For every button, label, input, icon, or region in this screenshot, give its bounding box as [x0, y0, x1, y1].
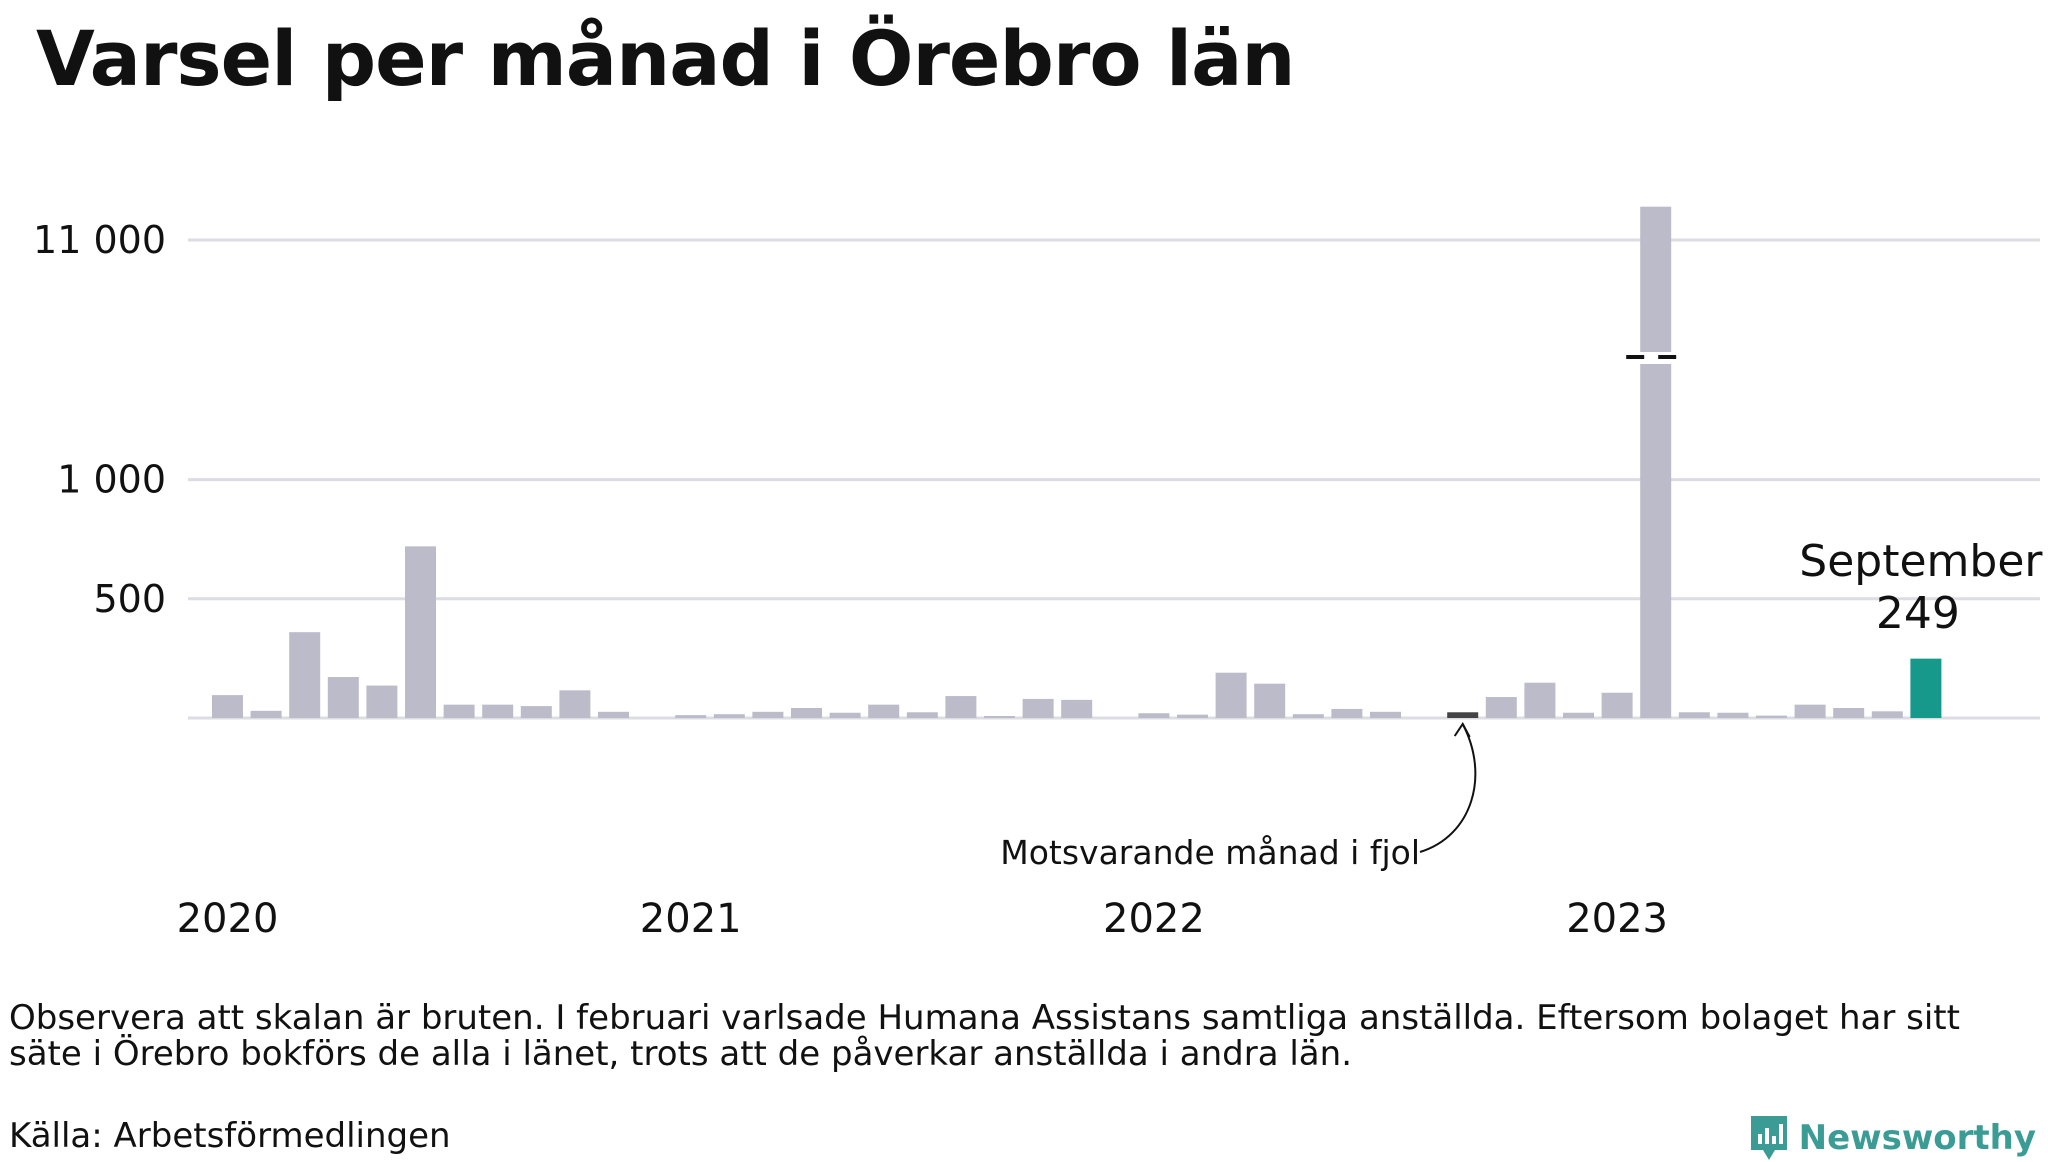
bar — [752, 711, 784, 718]
bar — [1485, 697, 1517, 718]
chart-source: Källa: Arbetsförmedlingen — [9, 1116, 451, 1156]
bar — [1678, 712, 1710, 718]
bar — [1640, 206, 1672, 718]
bar — [791, 707, 822, 718]
bar — [713, 714, 745, 718]
y-tick-label: 500 — [93, 577, 166, 621]
y-tick-label: 1 000 — [57, 458, 166, 502]
bar — [1871, 711, 1903, 718]
y-tick-label: 11 000 — [33, 218, 166, 262]
comparison-annotation-label: Motsvarande månad i fjol — [1000, 833, 1420, 872]
bar — [250, 710, 282, 718]
bar — [405, 546, 436, 718]
bar — [327, 676, 359, 718]
bar — [1717, 712, 1749, 718]
highlight-bar — [1910, 658, 1942, 718]
bar — [1254, 683, 1286, 718]
x-year-label: 2021 — [640, 896, 742, 942]
bar — [675, 715, 707, 718]
bar — [1563, 712, 1594, 718]
chart-title: Varsel per månad i Örebro län — [36, 14, 1295, 103]
bar — [829, 712, 861, 718]
brand-name: Newsworthy — [1798, 1118, 2036, 1158]
bar — [1524, 682, 1556, 718]
bar — [443, 704, 475, 718]
highlight-month-label: September — [1799, 536, 2043, 587]
annotation-arrow-head — [1453, 722, 1471, 738]
bar — [520, 706, 552, 718]
bar — [1331, 708, 1363, 718]
bar — [984, 716, 1015, 718]
x-year-label: 2023 — [1566, 896, 1668, 942]
bar — [598, 711, 629, 718]
newsworthy-brand: Newsworthy — [1749, 1114, 2036, 1162]
bar — [289, 632, 321, 718]
bar — [1794, 704, 1826, 718]
bar — [1756, 715, 1787, 718]
bar — [1370, 711, 1401, 718]
bar — [1601, 692, 1633, 718]
highlight-value-label: 249 — [1876, 588, 1960, 639]
x-year-label: 2022 — [1103, 896, 1205, 942]
bar — [1215, 672, 1247, 718]
bar — [1022, 698, 1054, 718]
bar — [482, 704, 514, 718]
bar — [366, 685, 398, 718]
bar — [868, 704, 900, 718]
bar — [1177, 714, 1208, 718]
bar — [906, 712, 938, 718]
bar — [1061, 699, 1093, 718]
bar — [1138, 713, 1170, 718]
bar — [212, 695, 243, 718]
bar — [945, 696, 977, 718]
annotation-arrow-line — [1419, 723, 1477, 853]
bar — [1833, 707, 1865, 718]
x-year-label: 2020 — [177, 896, 279, 942]
newsworthy-logo-icon — [1750, 1116, 1787, 1160]
bar — [559, 690, 591, 718]
bar — [1292, 714, 1324, 718]
comparison-bar — [1447, 712, 1479, 718]
chart-note: Observera att skalan är bruten. I februa… — [9, 998, 1960, 1074]
